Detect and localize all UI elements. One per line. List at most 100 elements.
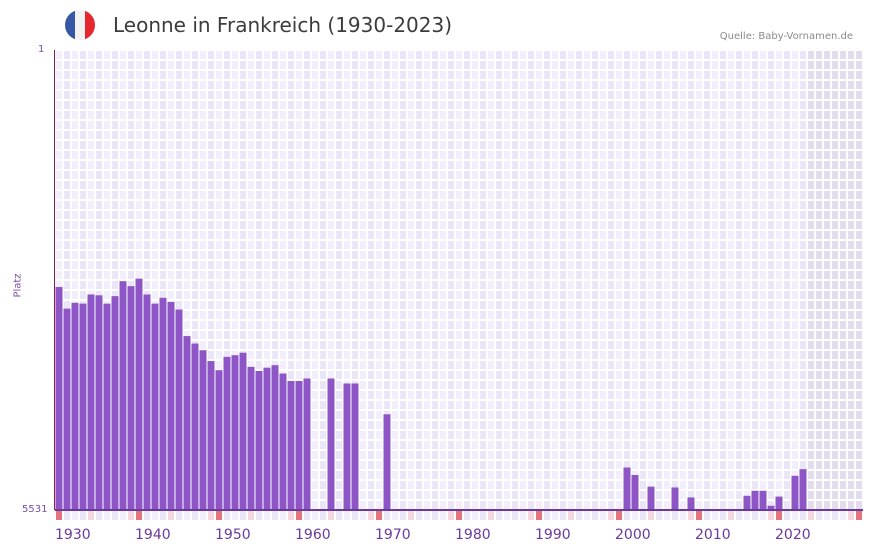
chart-title: Leonne in Frankreich (1930-2023): [113, 13, 453, 37]
year-marker: [528, 511, 534, 520]
year-marker: [264, 511, 270, 520]
year-marker: [832, 511, 838, 520]
year-marker: [608, 511, 614, 520]
year-marker: [168, 511, 174, 520]
year-marker: [104, 511, 110, 520]
year-marker: [328, 511, 334, 520]
year-marker: [728, 511, 734, 520]
bar-1954: [247, 366, 255, 510]
year-marker: [544, 511, 550, 520]
bar-1945: [175, 309, 183, 510]
year-marker: [424, 511, 430, 520]
year-marker: [552, 511, 558, 520]
bar-1959: [287, 380, 295, 510]
bar-1958: [279, 373, 287, 510]
bar-2018: [759, 490, 767, 510]
year-marker: [512, 511, 518, 520]
bar-1933: [79, 303, 87, 510]
year-marker: [704, 511, 710, 520]
year-marker: [632, 511, 638, 520]
bar-1940: [135, 278, 143, 510]
year-marker: [336, 511, 342, 520]
bar-1939: [127, 286, 135, 510]
bar-1931: [63, 308, 71, 510]
year-marker: [160, 511, 166, 520]
year-marker: [408, 511, 414, 520]
year-marker: [376, 511, 382, 520]
year-marker: [576, 511, 582, 520]
year-marker: [760, 511, 766, 520]
bar-2019: [767, 505, 775, 510]
year-marker: [848, 511, 854, 520]
year-marker: [360, 511, 366, 520]
bar-1935: [95, 295, 103, 510]
bar-1966: [343, 383, 351, 510]
bar-1953: [239, 352, 247, 510]
x-tick-2010: 2010: [695, 527, 731, 543]
bar-1949: [207, 361, 215, 510]
year-marker: [296, 511, 302, 520]
year-marker: [128, 511, 134, 520]
year-marker: [344, 511, 350, 520]
bar-2016: [743, 495, 751, 510]
year-marker: [280, 511, 286, 520]
year-marker: [248, 511, 254, 520]
bar-2004: [647, 486, 655, 510]
year-marker: [664, 511, 670, 520]
bar-2009: [687, 497, 695, 510]
year-marker: [432, 511, 438, 520]
year-marker: [448, 511, 454, 520]
x-tick-1940: 1940: [135, 527, 171, 543]
year-marker: [784, 511, 790, 520]
year-marker: [808, 511, 814, 520]
y-axis-line: [54, 50, 55, 510]
year-marker: [464, 511, 470, 520]
source-link[interactable]: Quelle: Baby-Vornamen.de: [719, 31, 853, 42]
flag-stripe-blue: [65, 10, 75, 40]
year-marker: [56, 511, 62, 520]
year-marker: [520, 511, 526, 520]
bar-1971: [383, 414, 391, 510]
year-marker: [136, 511, 142, 520]
y-tick-top: 1: [38, 44, 45, 55]
year-marker: [824, 511, 830, 520]
bar-1936: [103, 303, 111, 510]
bar-1930: [55, 286, 63, 510]
bar-1944: [167, 301, 175, 510]
year-marker: [640, 511, 646, 520]
bar-1967: [351, 383, 359, 510]
year-marker: [624, 511, 630, 520]
year-marker: [472, 511, 478, 520]
year-marker: [312, 511, 318, 520]
year-marker: [696, 511, 702, 520]
year-marker: [64, 511, 70, 520]
year-marker: [152, 511, 158, 520]
year-marker: [800, 511, 806, 520]
year-marker: [504, 511, 510, 520]
year-marker: [88, 511, 94, 520]
year-marker: [320, 511, 326, 520]
bar-2007: [671, 487, 679, 510]
year-marker: [648, 511, 654, 520]
year-marker: [768, 511, 774, 520]
year-marker: [416, 511, 422, 520]
x-tick-1970: 1970: [375, 527, 411, 543]
year-marker: [232, 511, 238, 520]
bar-1941: [143, 294, 151, 510]
year-marker: [736, 511, 742, 520]
year-marker: [272, 511, 278, 520]
year-marker: [400, 511, 406, 520]
bar-1956: [263, 367, 271, 510]
bar-1938: [119, 281, 127, 510]
bar-1961: [303, 378, 311, 510]
bar-1960: [295, 380, 303, 510]
x-tick-1960: 1960: [295, 527, 331, 543]
year-marker: [120, 511, 126, 520]
year-marker: [792, 511, 798, 520]
france-flag-icon: [65, 10, 95, 40]
y-tick-bottom: 5531: [22, 504, 48, 515]
year-marker: [560, 511, 566, 520]
year-marker: [816, 511, 822, 520]
year-marker: [584, 511, 590, 520]
year-marker: [240, 511, 246, 520]
